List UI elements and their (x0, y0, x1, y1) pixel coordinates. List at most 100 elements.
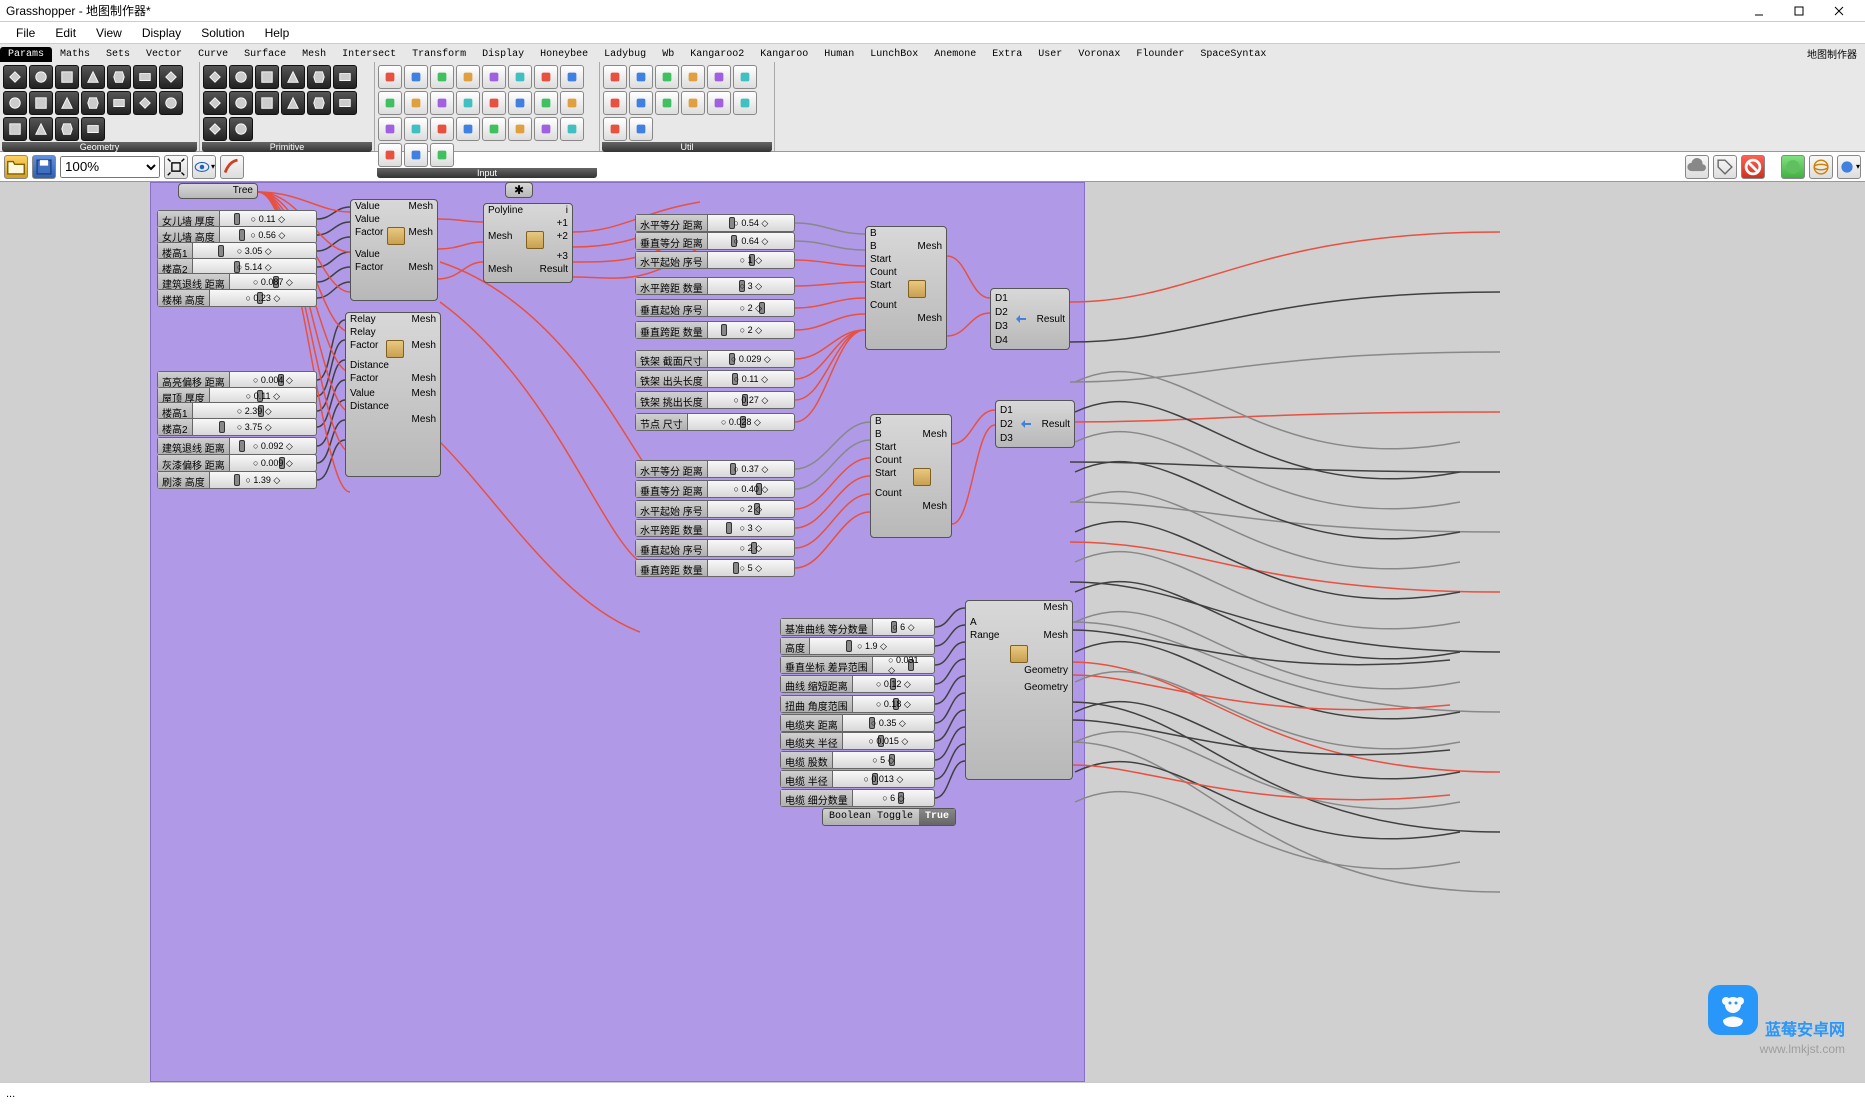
ribbon-icon[interactable] (508, 91, 532, 115)
tab-sets[interactable]: Sets (98, 47, 138, 62)
ribbon-icon[interactable] (229, 65, 253, 89)
ribbon-icon[interactable] (255, 91, 279, 115)
slider-track[interactable]: ○ 2 ◇ (708, 501, 794, 517)
tab-honeybee[interactable]: Honeybee (532, 47, 596, 62)
slider-track[interactable]: ○ 5 ◇ (833, 752, 934, 768)
ribbon-icon[interactable] (3, 91, 27, 115)
slider-c-3[interactable]: 水平跨距 数量○ 3 ◇ (635, 277, 795, 295)
slider-e-7[interactable]: 电缆 股数○ 5 ◇ (780, 751, 935, 769)
node-result1[interactable]: D1D2D3D4Result (990, 288, 1070, 350)
node-tree[interactable]: Tree (178, 183, 258, 199)
slider-track[interactable]: ○ 2.39 ◇ (193, 403, 316, 419)
slider-track[interactable]: ○ 0.54 ◇ (708, 215, 794, 231)
zoom-select[interactable]: 100% (60, 156, 160, 178)
ribbon-icon[interactable] (378, 143, 402, 167)
cloud-icon[interactable] (1685, 155, 1709, 179)
ribbon-icon[interactable] (508, 117, 532, 141)
preview-icon[interactable]: ▾ (192, 155, 216, 179)
slider-c-5[interactable]: 垂直跨距 数量○ 2 ◇ (635, 321, 795, 339)
slider-track[interactable]: ○ 1 ◇ (708, 252, 794, 268)
node-factor1[interactable]: ValueMeshValueFactorMeshValueFactorMesh (350, 199, 438, 301)
menu-solution[interactable]: Solution (191, 26, 254, 40)
slider-d-1[interactable]: 垂直等分 距离○ 0.40 ◇ (635, 480, 795, 498)
slider-track[interactable]: ○ 0.028 ◇ (688, 414, 794, 430)
slider-e-3[interactable]: 曲线 缩短距离○ 0.12 ◇ (780, 675, 935, 693)
ribbon-icon[interactable] (534, 65, 558, 89)
ribbon-icon[interactable] (378, 91, 402, 115)
slider-track[interactable]: ○ 6 ◇ (853, 790, 934, 806)
ribbon-icon[interactable] (404, 143, 428, 167)
tab-intersect[interactable]: Intersect (334, 47, 404, 62)
tab-display[interactable]: Display (474, 47, 532, 62)
menu-help[interactable]: Help (255, 26, 300, 40)
ribbon-icon[interactable] (560, 91, 584, 115)
ribbon-icon[interactable] (456, 65, 480, 89)
disable-icon[interactable] (1741, 155, 1765, 179)
ribbon-icon[interactable] (456, 117, 480, 141)
ribbon-icon[interactable] (629, 65, 653, 89)
tab-extra[interactable]: Extra (984, 47, 1030, 62)
slider-d-4[interactable]: 垂直起始 序号○ 2 ◇ (635, 539, 795, 557)
zoom-extents-icon[interactable] (164, 155, 188, 179)
slider-track[interactable]: ○ 5 ◇ (708, 560, 794, 576)
ribbon-icon[interactable] (560, 117, 584, 141)
maximize-button[interactable] (1779, 0, 1819, 22)
slider-track[interactable]: ○ 0.013 ◇ (833, 771, 934, 787)
ribbon-icon[interactable] (229, 117, 253, 141)
slider-c-0[interactable]: 水平等分 距离○ 0.54 ◇ (635, 214, 795, 232)
ribbon-icon[interactable] (681, 91, 705, 115)
tab-ladybug[interactable]: Ladybug (596, 47, 654, 62)
tab-transform[interactable]: Transform (404, 47, 474, 62)
ribbon-icon[interactable] (681, 65, 705, 89)
ribbon-icon[interactable] (404, 91, 428, 115)
ribbon-icon[interactable] (55, 117, 79, 141)
tab-vector[interactable]: Vector (138, 47, 190, 62)
slider-e-8[interactable]: 电缆 半径○ 0.013 ◇ (780, 770, 935, 788)
rendered-icon[interactable]: ▾ (1837, 155, 1861, 179)
ribbon-icon[interactable] (404, 117, 428, 141)
ribbon-icon[interactable] (378, 117, 402, 141)
ribbon-icon[interactable] (159, 91, 183, 115)
slider-track[interactable]: ○ 2 ◇ (708, 322, 794, 338)
ribbon-icon[interactable] (534, 91, 558, 115)
menu-edit[interactable]: Edit (45, 26, 86, 40)
menu-display[interactable]: Display (132, 26, 191, 40)
slider-track[interactable]: ○ 0.031 ◇ (873, 657, 934, 673)
open-icon[interactable] (4, 155, 28, 179)
minimize-button[interactable] (1739, 0, 1779, 22)
tab-maths[interactable]: Maths (52, 47, 98, 62)
ribbon-icon[interactable] (456, 91, 480, 115)
tab-surface[interactable]: Surface (236, 47, 294, 62)
ribbon-icon[interactable] (281, 91, 305, 115)
ribbon-icon[interactable] (81, 65, 105, 89)
node-result2[interactable]: D1D2D3Result (995, 400, 1075, 448)
slider-track[interactable]: ○ 0.11 ◇ (708, 371, 794, 387)
ribbon-icon[interactable] (733, 65, 757, 89)
ribbon-icon[interactable] (560, 65, 584, 89)
slider-track[interactable]: ○ 0.56 ◇ (220, 227, 316, 243)
ribbon-icon[interactable] (707, 91, 731, 115)
node-factor2[interactable]: RelayMeshRelayFactorMeshDistanceFactorMe… (345, 312, 441, 477)
node-mesh2[interactable]: BBMeshStartCountStartCountMesh (870, 414, 952, 538)
slider-track[interactable]: ○ 0.40 ◇ (708, 481, 794, 497)
tab-curve[interactable]: Curve (190, 47, 236, 62)
ribbon-icon[interactable] (29, 91, 53, 115)
node-polyline[interactable]: Polylinei+1Mesh+2+3MeshResult (483, 203, 573, 283)
slider-track[interactable]: ○ 3 ◇ (708, 278, 794, 294)
slider-track[interactable]: ○ 0.64 ◇ (708, 233, 794, 249)
canvas[interactable]: 女儿墙 厚度○ 0.11 ◇女儿墙 高度○ 0.56 ◇楼高1○ 3.05 ◇楼… (0, 182, 1865, 1082)
tab-spacesyntax[interactable]: SpaceSyntax (1192, 47, 1274, 62)
slider-track[interactable]: ○ 0.12 ◇ (853, 676, 934, 692)
slider-track[interactable]: ○ 3.75 ◇ (193, 419, 316, 435)
slider-track[interactable]: ○ 0.37 ◇ (708, 461, 794, 477)
slider-track[interactable]: ○ 0.11 ◇ (220, 211, 316, 227)
tab-voronax[interactable]: Voronax (1070, 47, 1128, 62)
ribbon-icon[interactable] (255, 65, 279, 89)
slider-track[interactable]: ○ 0.015 ◇ (843, 733, 934, 749)
ribbon-icon[interactable] (55, 91, 79, 115)
tab-anemone[interactable]: Anemone (926, 47, 984, 62)
ribbon-icon[interactable] (333, 65, 357, 89)
ribbon-icon[interactable] (430, 117, 454, 141)
ribbon-icon[interactable] (404, 65, 428, 89)
close-button[interactable] (1819, 0, 1859, 22)
